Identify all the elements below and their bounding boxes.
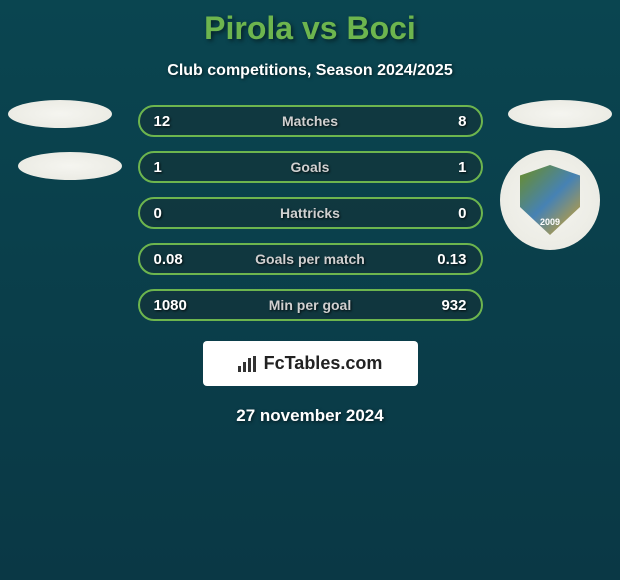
branding-text: FcTables.com	[264, 353, 383, 374]
stat-left-value: 0	[154, 205, 162, 222]
stat-row-hattricks: 0 Hattricks 0	[138, 197, 483, 229]
page-title: Pirola vs Boci	[0, 0, 620, 47]
stat-label: Min per goal	[269, 297, 351, 313]
stat-row-matches: 12 Matches 8	[138, 105, 483, 137]
stat-right-value: 932	[441, 297, 466, 314]
stat-row-goals: 1 Goals 1	[138, 151, 483, 183]
subtitle: Club competitions, Season 2024/2025	[0, 62, 620, 80]
stat-right-value: 8	[458, 113, 466, 130]
stat-right-value: 0.13	[437, 251, 466, 268]
stat-label: Goals	[291, 159, 330, 175]
left-player-placeholder-1	[8, 100, 112, 128]
badge-year: 2009	[540, 217, 560, 227]
branding-box: FcTables.com	[203, 341, 418, 386]
date-text: 27 november 2024	[0, 406, 620, 426]
stat-left-value: 1080	[154, 297, 187, 314]
stats-list: 12 Matches 8 1 Goals 1 0 Hattricks 0 0.0…	[138, 100, 483, 321]
club-badge: 2009	[500, 150, 600, 250]
stat-label: Matches	[282, 113, 338, 129]
stat-row-goals-per-match: 0.08 Goals per match 0.13	[138, 243, 483, 275]
comparison-panel: 2009 12 Matches 8 1 Goals 1 0 Hattricks …	[0, 100, 620, 426]
shield-icon: 2009	[520, 165, 580, 235]
stat-row-min-per-goal: 1080 Min per goal 932	[138, 289, 483, 321]
stat-right-value: 0	[458, 205, 466, 222]
bar-chart-icon	[238, 356, 258, 372]
left-player-placeholder-2	[18, 152, 122, 180]
stat-left-value: 1	[154, 159, 162, 176]
stat-left-value: 12	[154, 113, 171, 130]
stat-left-value: 0.08	[154, 251, 183, 268]
stat-right-value: 1	[458, 159, 466, 176]
stat-label: Goals per match	[255, 251, 365, 267]
right-player-placeholder	[508, 100, 612, 128]
stat-label: Hattricks	[280, 205, 340, 221]
